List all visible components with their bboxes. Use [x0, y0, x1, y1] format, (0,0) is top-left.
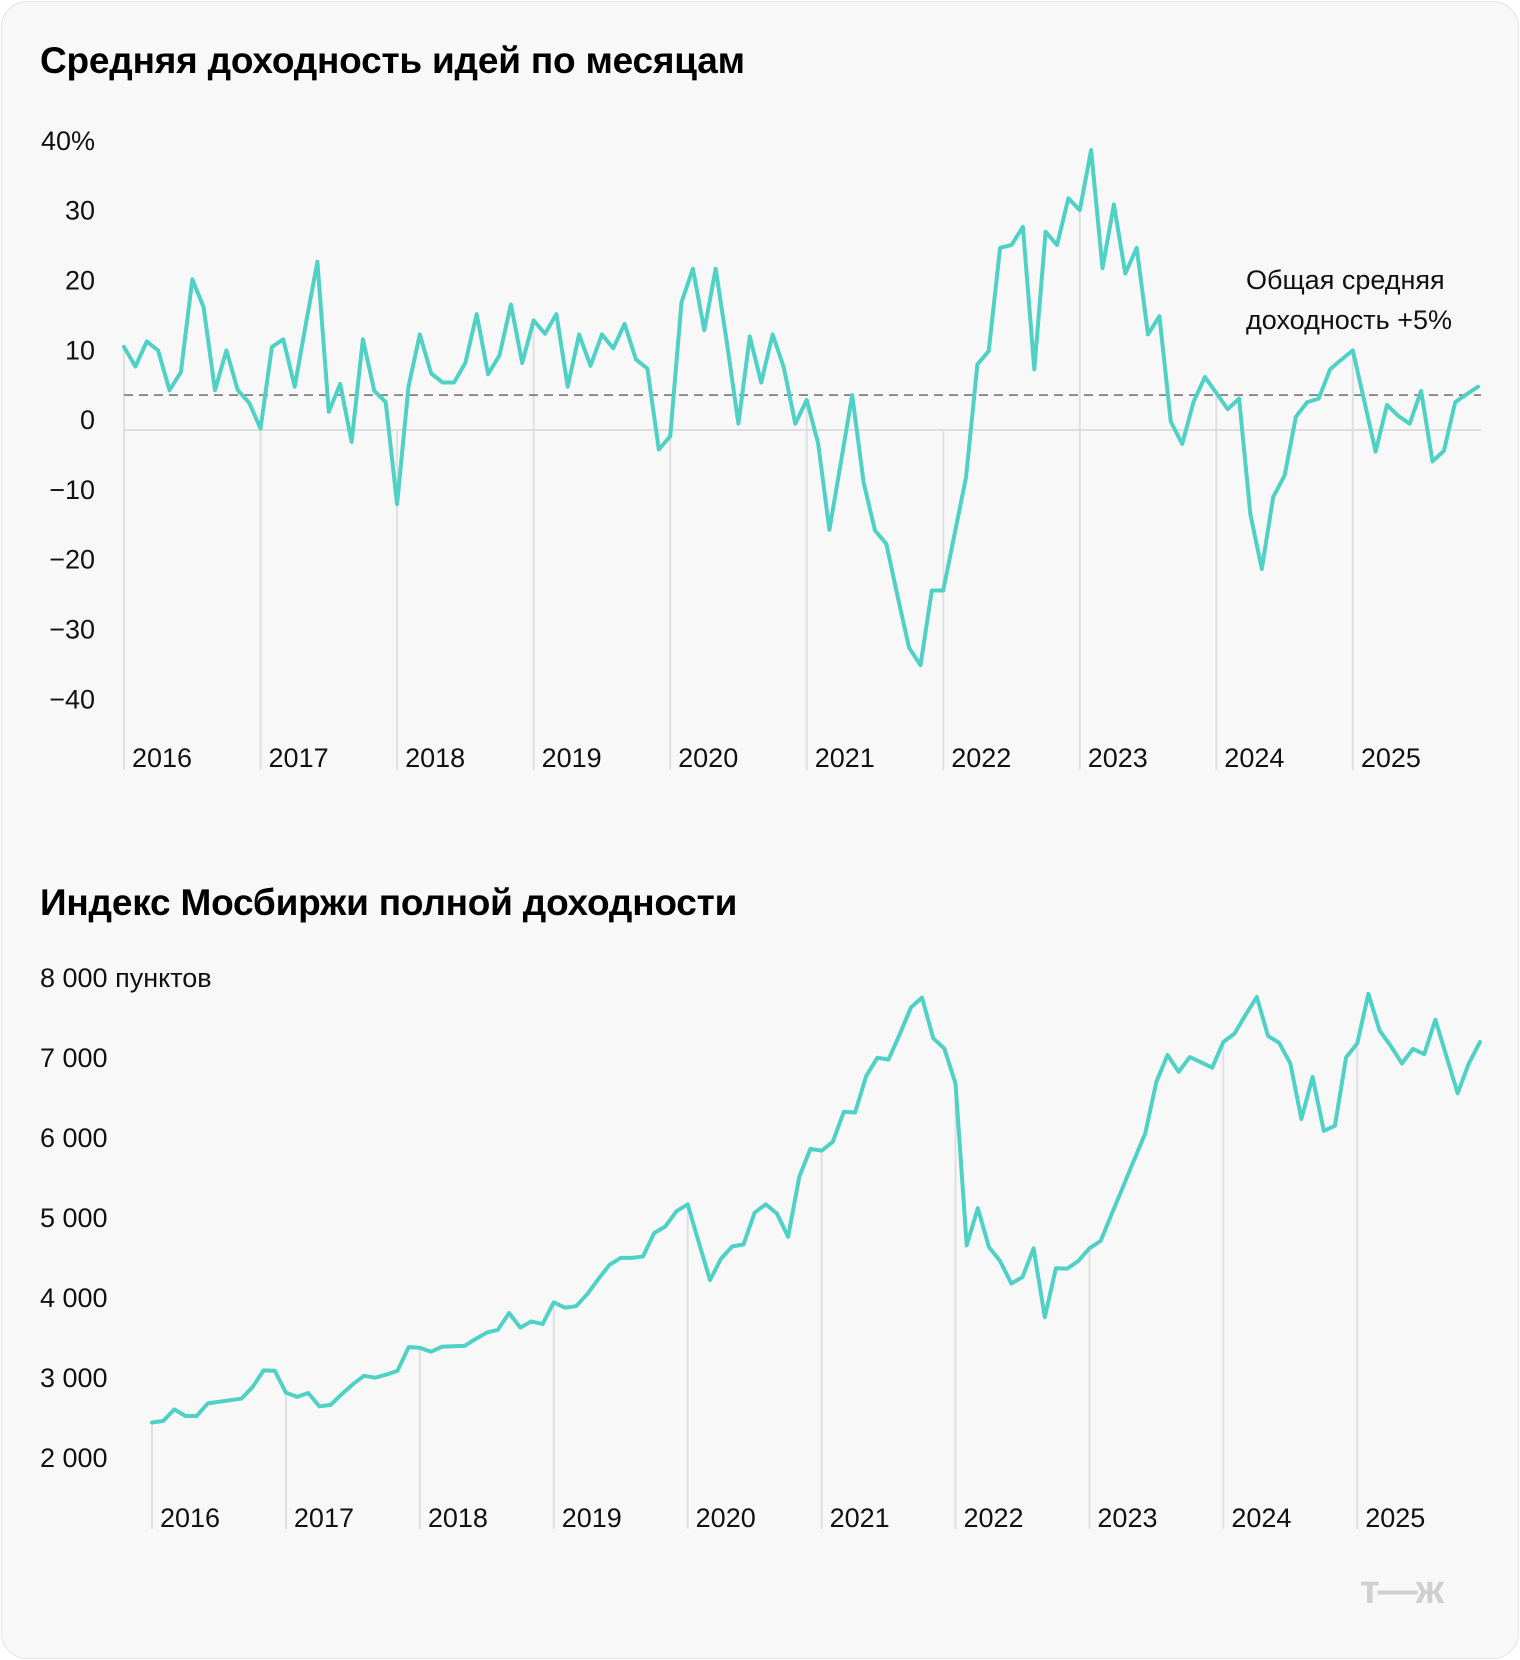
y-tick-label: −30	[49, 615, 95, 645]
y-tick-label: 6 000	[40, 1123, 108, 1153]
y-tick-label: 4 000	[40, 1283, 108, 1313]
x-tick-label: 2019	[542, 743, 602, 773]
y-tick-label: 0	[80, 405, 95, 435]
y-tick-label: −40	[49, 684, 95, 714]
x-tick-label: 2019	[562, 1503, 622, 1533]
x-tick-label: 2024	[1231, 1503, 1291, 1533]
x-tick-label: 2023	[1097, 1503, 1157, 1533]
y-tick-label: 2 000	[40, 1443, 108, 1473]
x-tick-label: 2020	[678, 743, 738, 773]
x-tick-label: 2016	[160, 1503, 220, 1533]
x-tick-label: 2023	[1088, 743, 1148, 773]
chart-title-ideas-return: Средняя доходность идей по месяцам	[40, 40, 745, 81]
x-tick-label: 2016	[132, 743, 192, 773]
series-line	[150, 991, 1482, 1425]
y-tick-label: −20	[49, 545, 95, 575]
y-tick-label: 10	[65, 335, 95, 365]
average-annotation-line2: доходность +5%	[1246, 305, 1452, 335]
x-tick-label: 2018	[428, 1503, 488, 1533]
y-tick-label: −10	[49, 475, 95, 505]
y-tick-label: 8 000 пунктов	[40, 963, 212, 993]
x-tick-label: 2020	[696, 1503, 756, 1533]
x-tick-label: 2022	[963, 1503, 1023, 1533]
y-tick-label: 5 000	[40, 1203, 108, 1233]
x-tick-label: 2017	[294, 1503, 354, 1533]
x-tick-label: 2018	[405, 743, 465, 773]
x-tick-label: 2025	[1365, 1503, 1425, 1533]
x-tick-label: 2021	[830, 1503, 890, 1533]
tzh-logo: т—ж	[1360, 1568, 1444, 1612]
chart-title-moex-index: Индекс Мосбиржи полной доходности	[40, 882, 738, 923]
x-tick-label: 2021	[815, 743, 875, 773]
x-tick-label: 2025	[1361, 743, 1421, 773]
y-tick-label: 20	[65, 266, 95, 296]
x-tick-label: 2017	[269, 743, 329, 773]
y-tick-label: 30	[65, 196, 95, 226]
average-annotation-line1: Общая средняя	[1246, 265, 1445, 295]
x-tick-label: 2024	[1224, 743, 1284, 773]
x-tick-label: 2022	[951, 743, 1011, 773]
y-tick-label: 7 000	[40, 1043, 108, 1073]
series-line	[122, 148, 1480, 668]
y-tick-label: 3 000	[40, 1363, 108, 1393]
y-tick-label: 40%	[41, 126, 95, 156]
